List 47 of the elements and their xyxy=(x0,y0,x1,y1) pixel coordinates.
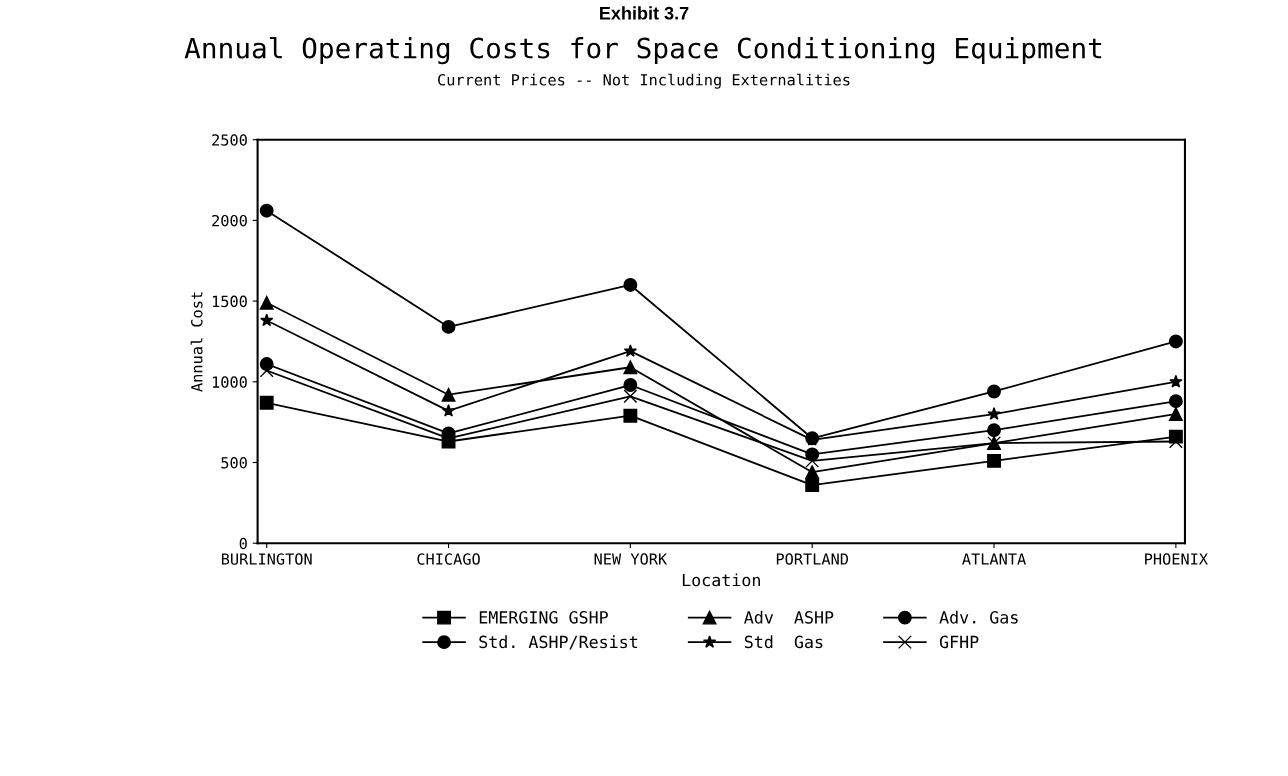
point xyxy=(259,395,274,410)
point xyxy=(1168,334,1183,349)
point xyxy=(805,478,820,493)
point xyxy=(987,384,1001,399)
x-tick-label: NEW YORK xyxy=(594,553,668,565)
y-tick-label: 500 xyxy=(221,457,247,469)
legend-label: EMERGING GSHP xyxy=(479,611,608,624)
point xyxy=(441,403,456,417)
chart-subtitle: Current Prices -- Not Including Externalities xyxy=(438,73,850,89)
x-tick-label: PORTLAND xyxy=(776,553,849,565)
legend-label: Adv. Gas xyxy=(939,610,1018,624)
y-tick-label: 2500 xyxy=(212,134,247,146)
point xyxy=(441,319,456,334)
legend-label: Std Gas xyxy=(744,635,823,649)
y-tick-label: 2000 xyxy=(212,214,247,227)
chart-title: Annual Operating Costs for Space Conditioning Equipment xyxy=(184,36,1102,65)
x-axis-title: Location xyxy=(682,573,760,587)
y-tick-label: 0 xyxy=(239,537,247,550)
x-tick-label: PHOENIX xyxy=(1145,553,1208,565)
point xyxy=(623,378,638,392)
legend-label: GFHP xyxy=(939,635,979,649)
point xyxy=(1169,374,1183,388)
text: Exhibit 3.7 xyxy=(600,6,689,20)
y-tick-label: 1500 xyxy=(212,295,247,308)
legend-label: Std. ASHP/Resist xyxy=(479,635,638,650)
point xyxy=(441,387,456,402)
point xyxy=(805,465,820,480)
x-tick-label: BURLINGTON xyxy=(221,553,312,565)
point xyxy=(260,313,274,327)
point xyxy=(623,360,638,375)
point xyxy=(623,408,638,423)
point xyxy=(623,389,638,404)
point xyxy=(623,344,638,357)
point xyxy=(987,453,1001,468)
x-tick-label: ATLANTA xyxy=(962,553,1026,565)
x-tick-label: CHICAGO xyxy=(417,553,480,565)
point xyxy=(1168,407,1183,422)
point xyxy=(987,423,1001,438)
legend-label: Adv ASHP xyxy=(744,610,834,624)
point xyxy=(259,203,274,218)
point xyxy=(1168,394,1183,409)
y-axis-title: Annual Cost xyxy=(190,292,203,392)
point xyxy=(987,407,1001,420)
y-tick-label: 1000 xyxy=(212,376,247,388)
point xyxy=(259,295,274,310)
point xyxy=(1168,434,1183,449)
point xyxy=(623,278,638,292)
